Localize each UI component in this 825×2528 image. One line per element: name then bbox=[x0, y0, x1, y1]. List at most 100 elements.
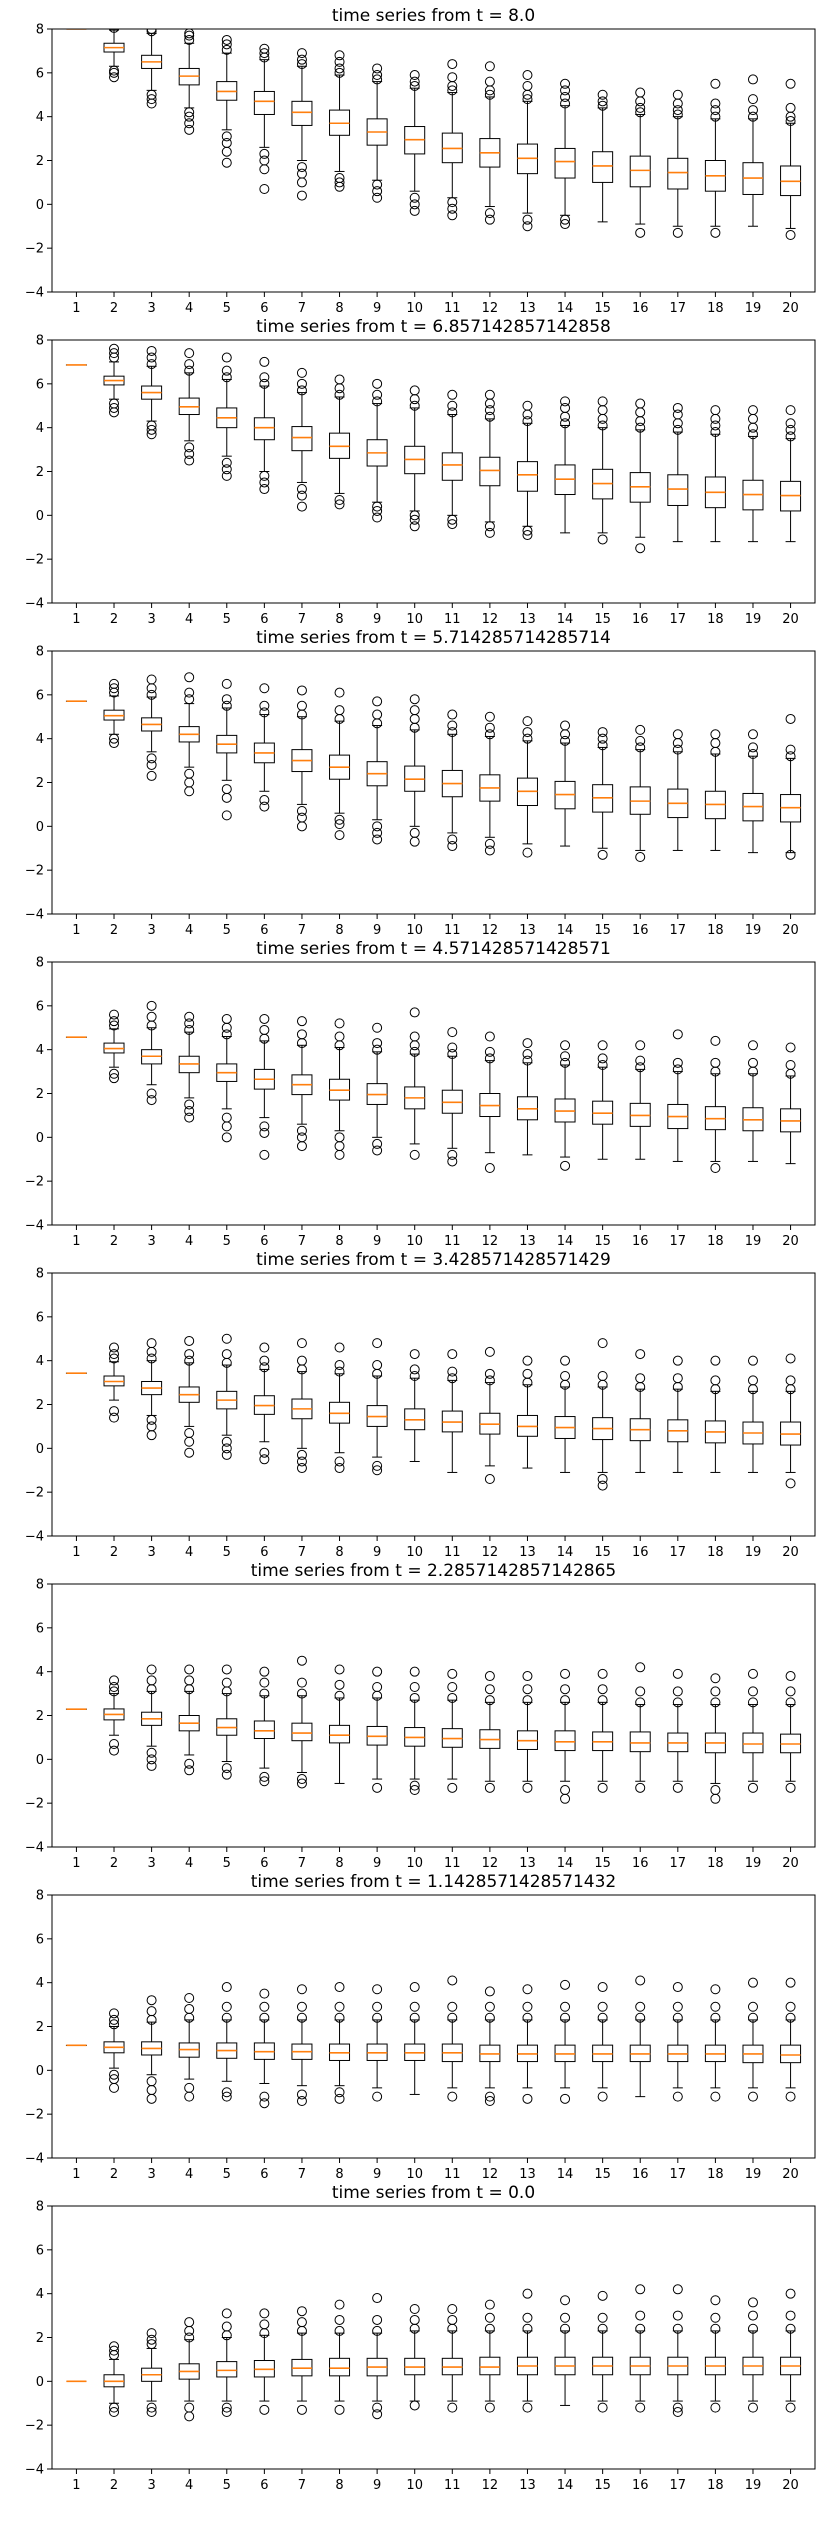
flier-point bbox=[447, 2304, 458, 2315]
flier-point bbox=[184, 1758, 195, 1769]
x-tick-label: 8 bbox=[335, 301, 343, 316]
flier-point bbox=[221, 1022, 232, 1033]
flier-point bbox=[447, 834, 458, 845]
flier-point bbox=[597, 1480, 608, 1491]
box-13 bbox=[516, 1038, 538, 1156]
flier-point bbox=[146, 89, 157, 100]
flier-point bbox=[109, 1745, 120, 1756]
flier-point bbox=[146, 359, 157, 370]
box-15 bbox=[592, 2290, 614, 2413]
flier-point bbox=[409, 1046, 420, 1057]
flier-point bbox=[184, 2317, 195, 2328]
flier-point bbox=[184, 30, 195, 41]
box-4 bbox=[178, 2317, 200, 2422]
flier-point bbox=[184, 1355, 195, 1366]
flier-point bbox=[259, 2012, 270, 2023]
flier-point bbox=[484, 1986, 495, 1997]
flier-point bbox=[334, 177, 345, 188]
flier-point bbox=[334, 383, 345, 394]
flier-point bbox=[334, 1679, 345, 1690]
flier-point bbox=[484, 1368, 495, 1379]
x-tick-label: 16 bbox=[632, 301, 649, 316]
flier-point bbox=[259, 477, 270, 488]
flier-point bbox=[635, 2323, 646, 2334]
flier-point bbox=[484, 845, 495, 856]
x-tick-label: 5 bbox=[223, 1234, 231, 1249]
x-tick-label: 7 bbox=[298, 1234, 306, 1249]
box-13 bbox=[516, 400, 538, 541]
flier-point bbox=[484, 2312, 495, 2323]
box-11 bbox=[441, 2304, 463, 2413]
flier-point bbox=[447, 197, 458, 208]
box-rect bbox=[667, 474, 689, 506]
flier-point bbox=[296, 367, 307, 378]
flier-point bbox=[296, 1125, 307, 1136]
flier-point bbox=[522, 214, 533, 225]
x-tick-label: 14 bbox=[557, 1234, 574, 1249]
box-2 bbox=[103, 343, 125, 418]
flier-point bbox=[447, 1975, 458, 1986]
y-tick-label: 0 bbox=[36, 820, 44, 835]
x-tick-label: 13 bbox=[519, 2167, 536, 2182]
box-15 bbox=[592, 727, 614, 860]
flier-point bbox=[372, 1460, 383, 1471]
flier-point bbox=[334, 50, 345, 61]
flier-point bbox=[522, 221, 533, 232]
flier-point bbox=[484, 1474, 495, 1485]
x-tick-label: 14 bbox=[557, 1856, 574, 1871]
flier-point bbox=[710, 1984, 721, 1995]
flier-point bbox=[484, 398, 495, 409]
x-tick-label: 10 bbox=[406, 923, 423, 938]
flier-point bbox=[409, 199, 420, 210]
x-tick-label: 11 bbox=[444, 1545, 461, 1560]
box-8 bbox=[329, 1342, 351, 1474]
box-rect bbox=[554, 147, 576, 179]
box-12 bbox=[479, 1986, 501, 2107]
flier-point bbox=[522, 2001, 533, 2012]
flier-point bbox=[296, 1338, 307, 1349]
flier-point bbox=[785, 713, 796, 724]
flier-point bbox=[221, 1982, 232, 1993]
flier-point bbox=[484, 1346, 495, 1357]
flier-point bbox=[710, 105, 721, 116]
x-tick-label: 9 bbox=[373, 1856, 381, 1871]
y-tick-label: 8 bbox=[36, 645, 44, 660]
flier-point bbox=[672, 2001, 683, 2012]
flier-point bbox=[409, 1364, 420, 1375]
x-tick-label: 12 bbox=[482, 1234, 499, 1249]
flier-point bbox=[484, 389, 495, 400]
flier-point bbox=[334, 67, 345, 78]
flier-point bbox=[296, 490, 307, 501]
flier-point bbox=[672, 109, 683, 120]
flier-point bbox=[221, 146, 232, 157]
y-tick-label: 2 bbox=[36, 154, 44, 169]
flier-point bbox=[672, 729, 683, 740]
flier-point bbox=[109, 1349, 120, 1360]
flier-point bbox=[146, 683, 157, 694]
x-tick-label: 17 bbox=[670, 612, 687, 627]
flier-point bbox=[259, 484, 270, 495]
flier-point bbox=[597, 1338, 608, 1349]
flier-point bbox=[447, 1156, 458, 1167]
flier-point bbox=[146, 1346, 157, 1357]
y-tick-label: 0 bbox=[36, 1131, 44, 1146]
box-7 bbox=[291, 1984, 313, 2107]
flier-point bbox=[447, 514, 458, 525]
boxes-layer bbox=[65, 343, 802, 554]
y-tick-label: 0 bbox=[36, 198, 44, 213]
flier-point bbox=[484, 61, 495, 72]
box-9 bbox=[366, 1666, 388, 1793]
flier-point bbox=[484, 1031, 495, 1042]
flier-point bbox=[221, 39, 232, 50]
flier-point bbox=[109, 2341, 120, 2352]
box-9 bbox=[366, 2293, 388, 2420]
box-3 bbox=[141, 1338, 163, 1441]
flier-point bbox=[409, 1780, 420, 1791]
flier-point bbox=[597, 2290, 608, 2301]
y-tick-label: 6 bbox=[36, 66, 44, 81]
flier-point bbox=[597, 1695, 608, 1706]
flier-point bbox=[334, 374, 345, 385]
box-20 bbox=[780, 78, 802, 241]
flier-point bbox=[109, 2402, 120, 2413]
x-tick-label: 5 bbox=[223, 1545, 231, 1560]
